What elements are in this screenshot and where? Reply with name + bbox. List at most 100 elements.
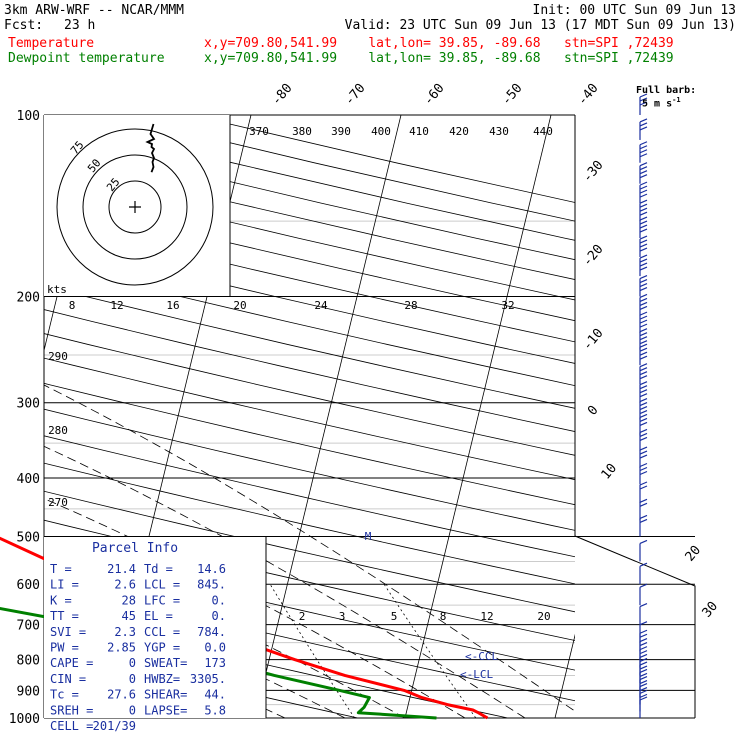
wind-barb-flag xyxy=(639,665,648,670)
wind-barb-flag xyxy=(639,336,648,341)
isotherm-label: -50 xyxy=(499,81,526,109)
hodograph-speed-label: 24 xyxy=(314,299,328,312)
wind-barb-flag xyxy=(639,676,648,681)
hodograph-speed-label: 20 xyxy=(233,299,246,312)
pressure-tick-label: 400 xyxy=(17,472,40,487)
wind-barb-flag xyxy=(639,454,648,459)
wind-barb-flag xyxy=(639,274,648,280)
dry-adiabat xyxy=(44,285,575,409)
parcel-param-value: 21.4 xyxy=(107,562,136,576)
isotherm-label: -80 xyxy=(269,81,296,109)
hodograph-ring xyxy=(108,180,162,234)
wind-barb-flag xyxy=(639,211,648,216)
theta-label: 290 xyxy=(48,350,68,363)
parcel-param-value: 784. xyxy=(197,625,226,639)
wind-barb-flag xyxy=(639,162,648,167)
wind-barb-flag xyxy=(639,417,648,423)
parcel-param-name: PW = xyxy=(50,641,79,655)
isotherm-line xyxy=(705,115,740,718)
wind-barb-flag xyxy=(639,683,648,688)
wind-barb-flag xyxy=(639,481,648,486)
parcel-param-name: Td = xyxy=(144,562,173,576)
isotherm-label: 0 xyxy=(585,403,602,419)
parcel-param-name: CCL = xyxy=(144,625,180,639)
pressure-tick-label: 700 xyxy=(17,619,40,634)
wind-barb-flag xyxy=(639,262,648,267)
hodograph-trace xyxy=(145,123,156,173)
wind-barb-flag xyxy=(639,646,648,651)
wind-barb-flag xyxy=(639,633,648,638)
barb-key-value: 5 m s-1 xyxy=(642,96,681,110)
wind-barb-flag xyxy=(639,101,648,106)
temperature-location: x,y=709.80,541.99 lat,lon= 39.85, -89.68… xyxy=(204,36,674,51)
parcel-param-value: 0. xyxy=(212,609,226,623)
theta-e-label: 440 xyxy=(533,125,553,138)
wind-barb-flag xyxy=(639,216,648,221)
wind-barb-flag xyxy=(639,315,648,320)
mixing-ratio-line xyxy=(383,583,477,718)
parcel-param-value: 0. xyxy=(212,593,226,607)
wind-barb-flag xyxy=(639,428,648,434)
theta-e-label: 390 xyxy=(331,125,351,138)
hodograph-speed-label: 28 xyxy=(404,299,417,312)
wind-barb-flag xyxy=(639,680,648,685)
wind-barb-flag xyxy=(639,145,648,150)
parcel-param-name: LFC = xyxy=(144,593,180,607)
pressure-tick-label: 200 xyxy=(17,291,40,306)
wind-barb-flag xyxy=(639,696,648,701)
dry-adiabat xyxy=(44,612,508,718)
theta-label: 280 xyxy=(48,424,68,437)
isotherm-label: 20 xyxy=(683,543,705,565)
mixing-ratio-label: 2 xyxy=(299,610,306,623)
pressure-tick-label: 900 xyxy=(17,684,40,699)
parcel-param-value: 28 xyxy=(122,593,136,607)
wind-barb-flag xyxy=(639,446,648,451)
wind-barb-flag xyxy=(639,185,648,190)
wind-barb-flag xyxy=(639,278,648,284)
parcel-param-value: 14.6 xyxy=(197,562,226,576)
wind-barb-flag xyxy=(639,297,648,303)
pressure-tick-label: 800 xyxy=(17,654,40,669)
isotherm-line xyxy=(404,115,552,718)
parcel-param-value: 845. xyxy=(197,578,226,592)
theta-e-label: 420 xyxy=(449,125,469,138)
wind-barb-flag xyxy=(639,207,648,212)
wind-barb-flag xyxy=(639,239,648,244)
wind-barb-flag xyxy=(639,687,648,692)
wind-barb-flag xyxy=(639,650,648,655)
parcel-param-name: SHEAR= xyxy=(144,688,187,702)
mixing-ratio-label: 12 xyxy=(480,610,493,623)
moist-adiabat xyxy=(44,498,466,718)
parcel-param-name: SWEAT= xyxy=(144,656,187,670)
dry-adiabat xyxy=(44,240,575,364)
wind-barb-flag xyxy=(639,351,648,356)
wind-barb-flag xyxy=(639,689,648,694)
parcel-param-name: LCL = xyxy=(144,578,180,592)
wind-barb-flag xyxy=(639,470,648,476)
parcel-param-value: 0 xyxy=(129,672,136,686)
wind-barb-flag xyxy=(639,514,648,520)
wind-barb-flag xyxy=(639,199,648,204)
wind-barb-flag xyxy=(639,355,648,360)
parcel-param-value: 44. xyxy=(204,688,226,702)
parcel-param-value: 5.8 xyxy=(204,703,226,717)
parcel-param-value: 3305. xyxy=(190,672,226,686)
isotherm-label: 10 xyxy=(599,461,621,483)
parcel-param-name: K = xyxy=(50,593,72,607)
wind-barb-flag xyxy=(639,363,648,368)
wind-barb-flag xyxy=(639,193,648,198)
wind-barb-flag xyxy=(639,332,648,337)
isotherm-label: -70 xyxy=(342,81,369,109)
m-level-marker: M xyxy=(365,530,372,543)
parcel-param-value: 173 xyxy=(204,656,226,670)
hodograph-speed-label: 32 xyxy=(501,299,514,312)
parcel-param-value: 0.0 xyxy=(204,641,226,655)
hodograph-rings xyxy=(56,128,214,286)
parcel-param-value: 2.6 xyxy=(114,578,136,592)
lcl-marker: <-LCL xyxy=(460,668,493,681)
wind-barb-flag xyxy=(639,603,648,608)
dry-adiabat xyxy=(44,580,575,702)
wind-barb-flag xyxy=(639,228,648,233)
wind-barb-flag xyxy=(639,93,648,98)
